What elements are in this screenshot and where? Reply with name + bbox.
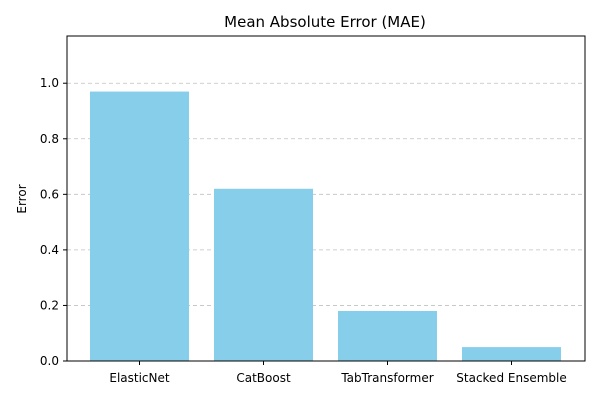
- x-tick-label: Stacked Ensemble: [456, 371, 566, 385]
- bar-stacked-ensemble: [462, 347, 561, 361]
- x-tick-label: CatBoost: [236, 371, 291, 385]
- plot-frame: [66, 35, 586, 362]
- y-tick-label: 0.0: [40, 354, 59, 368]
- bar-elasticnet: [90, 91, 189, 362]
- chart-title: Mean Absolute Error (MAE): [224, 13, 426, 31]
- axes: [66, 35, 586, 362]
- y-tick-label: 0.4: [40, 243, 59, 257]
- bars: [90, 91, 561, 362]
- y-axis-label: Error: [15, 184, 29, 213]
- y-tick-label: 1.0: [40, 76, 59, 90]
- y-axis-ticks: 0.0 0.2 0.4 0.6 0.8 1.0: [40, 76, 67, 368]
- y-tick-label: 0.2: [40, 298, 59, 312]
- x-axis-ticks: ElasticNet CatBoost TabTransformer Stacked …: [109, 361, 567, 385]
- bar-tabtransformer: [338, 311, 437, 361]
- bar-catboost: [214, 188, 313, 361]
- x-tick-label: ElasticNet: [109, 371, 170, 385]
- y-tick-label: 0.8: [40, 132, 59, 146]
- x-tick-label: TabTransformer: [340, 371, 433, 385]
- y-tick-label: 0.6: [40, 187, 59, 201]
